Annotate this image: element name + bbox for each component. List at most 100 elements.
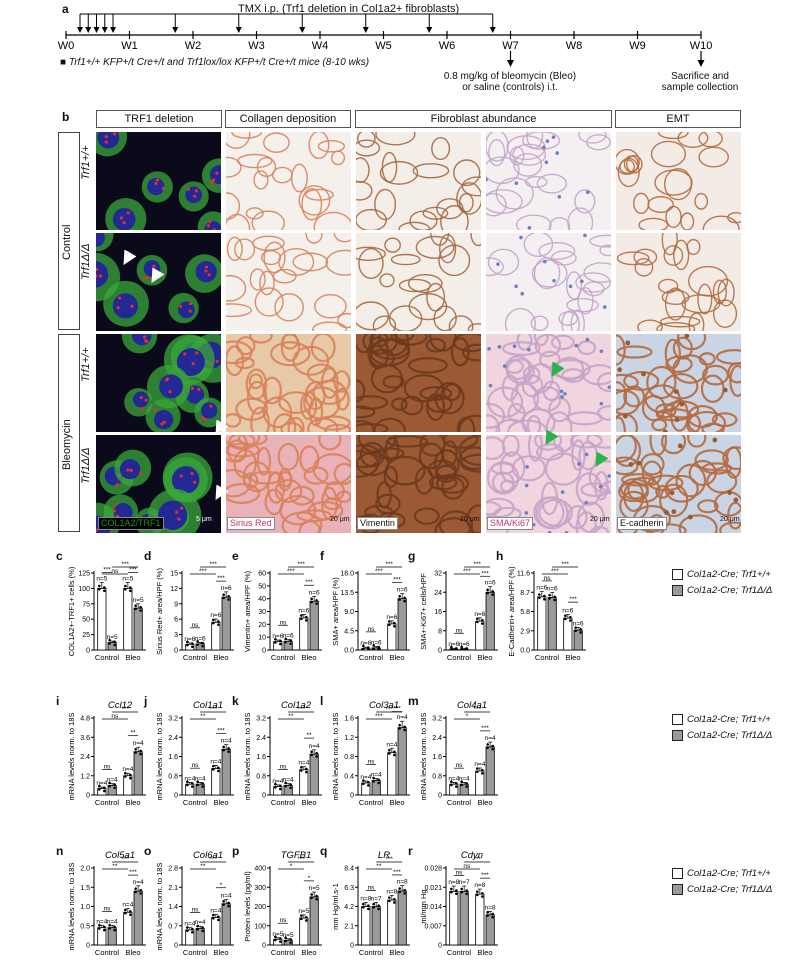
sig-label: ns bbox=[456, 627, 464, 634]
tissue-outline bbox=[633, 192, 650, 215]
tissue-outline bbox=[565, 271, 583, 300]
data-point bbox=[98, 587, 101, 591]
tissue-outline bbox=[504, 307, 537, 331]
micrograph-svg bbox=[486, 132, 611, 230]
chart-title: Col1a2 bbox=[281, 700, 312, 711]
n-label: n=4 bbox=[448, 775, 459, 782]
tissue-outline bbox=[379, 160, 419, 185]
x-tick-label: Control bbox=[447, 798, 472, 807]
week-label: W1 bbox=[121, 40, 138, 52]
n-label: n=4 bbox=[96, 918, 107, 925]
sig-label: ** bbox=[306, 732, 312, 739]
panel-letter-j: j bbox=[144, 694, 148, 708]
y-axis-label: mRNA levels norm. to 18S bbox=[156, 713, 164, 801]
data-point bbox=[310, 753, 313, 757]
data-point bbox=[196, 783, 199, 787]
tissue-outline bbox=[523, 233, 554, 258]
data-point bbox=[108, 927, 111, 930]
ecad-cell bbox=[673, 389, 679, 395]
hematoxylin-dot bbox=[584, 452, 589, 457]
n-label: n=4 bbox=[386, 741, 397, 748]
telomere-dot bbox=[116, 306, 120, 310]
data-point bbox=[403, 725, 406, 729]
tmx-arrow-head bbox=[299, 27, 306, 33]
sig-label: ** bbox=[200, 863, 206, 870]
sig-label: *** bbox=[217, 727, 225, 734]
n-label: n=6 bbox=[210, 612, 221, 619]
tissue-outline bbox=[719, 521, 741, 533]
tissue-outline bbox=[486, 414, 501, 432]
x-tick-label: Bleo bbox=[125, 948, 140, 957]
tissue-outline bbox=[516, 334, 533, 351]
data-point bbox=[393, 901, 396, 904]
hematoxylin-dot bbox=[488, 383, 493, 388]
bar bbox=[397, 727, 407, 796]
micrograph-r2-c4 bbox=[486, 233, 611, 331]
telomere-dot bbox=[209, 404, 213, 408]
data-point bbox=[455, 892, 458, 896]
telomere-dot bbox=[193, 194, 197, 198]
tissue-outline bbox=[686, 414, 702, 432]
data-point bbox=[124, 587, 127, 591]
y-tick-label: 2.4 bbox=[168, 735, 178, 742]
tissue-outline bbox=[372, 315, 397, 331]
micrograph-r3-c2 bbox=[226, 334, 351, 432]
y-tick-label: 2.1 bbox=[344, 923, 354, 930]
n-label: n=6 bbox=[184, 636, 195, 643]
sig-label: *** bbox=[129, 869, 137, 876]
telomere-dot bbox=[204, 269, 208, 273]
tissue-outline bbox=[226, 435, 261, 450]
data-point bbox=[538, 593, 541, 596]
x-tick-label: Control bbox=[447, 948, 472, 957]
y-tick-label: 75 bbox=[82, 601, 90, 608]
tissue-outline bbox=[290, 163, 308, 193]
tissue-outline bbox=[623, 385, 646, 408]
data-point bbox=[212, 768, 215, 771]
tissue-outline bbox=[664, 474, 699, 503]
x-tick-label: Bleo bbox=[213, 948, 228, 957]
nucleus bbox=[97, 132, 120, 149]
y-tick-label: 100 bbox=[254, 923, 266, 930]
data-point bbox=[362, 647, 365, 651]
tissue-outline bbox=[575, 272, 611, 293]
tissue-outline bbox=[524, 175, 548, 188]
ecad-cell bbox=[664, 510, 669, 515]
data-point bbox=[139, 752, 142, 756]
y-tick-label: 15 bbox=[170, 571, 178, 578]
data-point bbox=[377, 647, 380, 651]
data-point bbox=[372, 906, 375, 909]
n-label: n=4 bbox=[221, 738, 232, 745]
bar bbox=[309, 753, 319, 796]
data-point bbox=[481, 622, 484, 625]
x-tick-label: Bleo bbox=[301, 948, 316, 957]
data-point bbox=[543, 597, 546, 601]
tissue-outline bbox=[246, 380, 268, 415]
panel-letter-k: k bbox=[232, 694, 239, 708]
data-point bbox=[564, 614, 567, 618]
nucleus bbox=[132, 391, 149, 408]
hematoxylin-dot bbox=[519, 235, 523, 240]
tissue-outline bbox=[307, 417, 339, 432]
genotype-label-1: Trf1+/+ bbox=[80, 145, 92, 180]
data-point bbox=[113, 925, 116, 929]
tissue-outline bbox=[270, 341, 311, 367]
tissue-outline bbox=[313, 211, 351, 230]
y-tick-label: 3.6 bbox=[80, 735, 90, 742]
data-point bbox=[486, 911, 489, 914]
legend-mid-ko: Col1a2-Cre; Trf1Δ/Δ bbox=[672, 730, 772, 741]
tissue-outline bbox=[486, 189, 523, 214]
arrowhead-icon bbox=[151, 268, 164, 284]
n-label: n=6 bbox=[195, 635, 206, 642]
telomere-dot bbox=[142, 276, 146, 280]
data-point bbox=[398, 598, 401, 601]
ecad-cell bbox=[669, 490, 675, 496]
data-point bbox=[372, 902, 375, 906]
tissue-outline bbox=[486, 156, 520, 185]
chart-svg: TGFB1 Protein levels (pg/ml) 0 100 200 300 400… bbox=[244, 850, 322, 957]
data-point bbox=[108, 638, 111, 642]
panel-letter-n: n bbox=[56, 844, 64, 858]
arrowhead-icon bbox=[545, 430, 558, 446]
tissue-outline bbox=[659, 315, 701, 328]
legend-swatch-ko-3 bbox=[672, 884, 683, 895]
